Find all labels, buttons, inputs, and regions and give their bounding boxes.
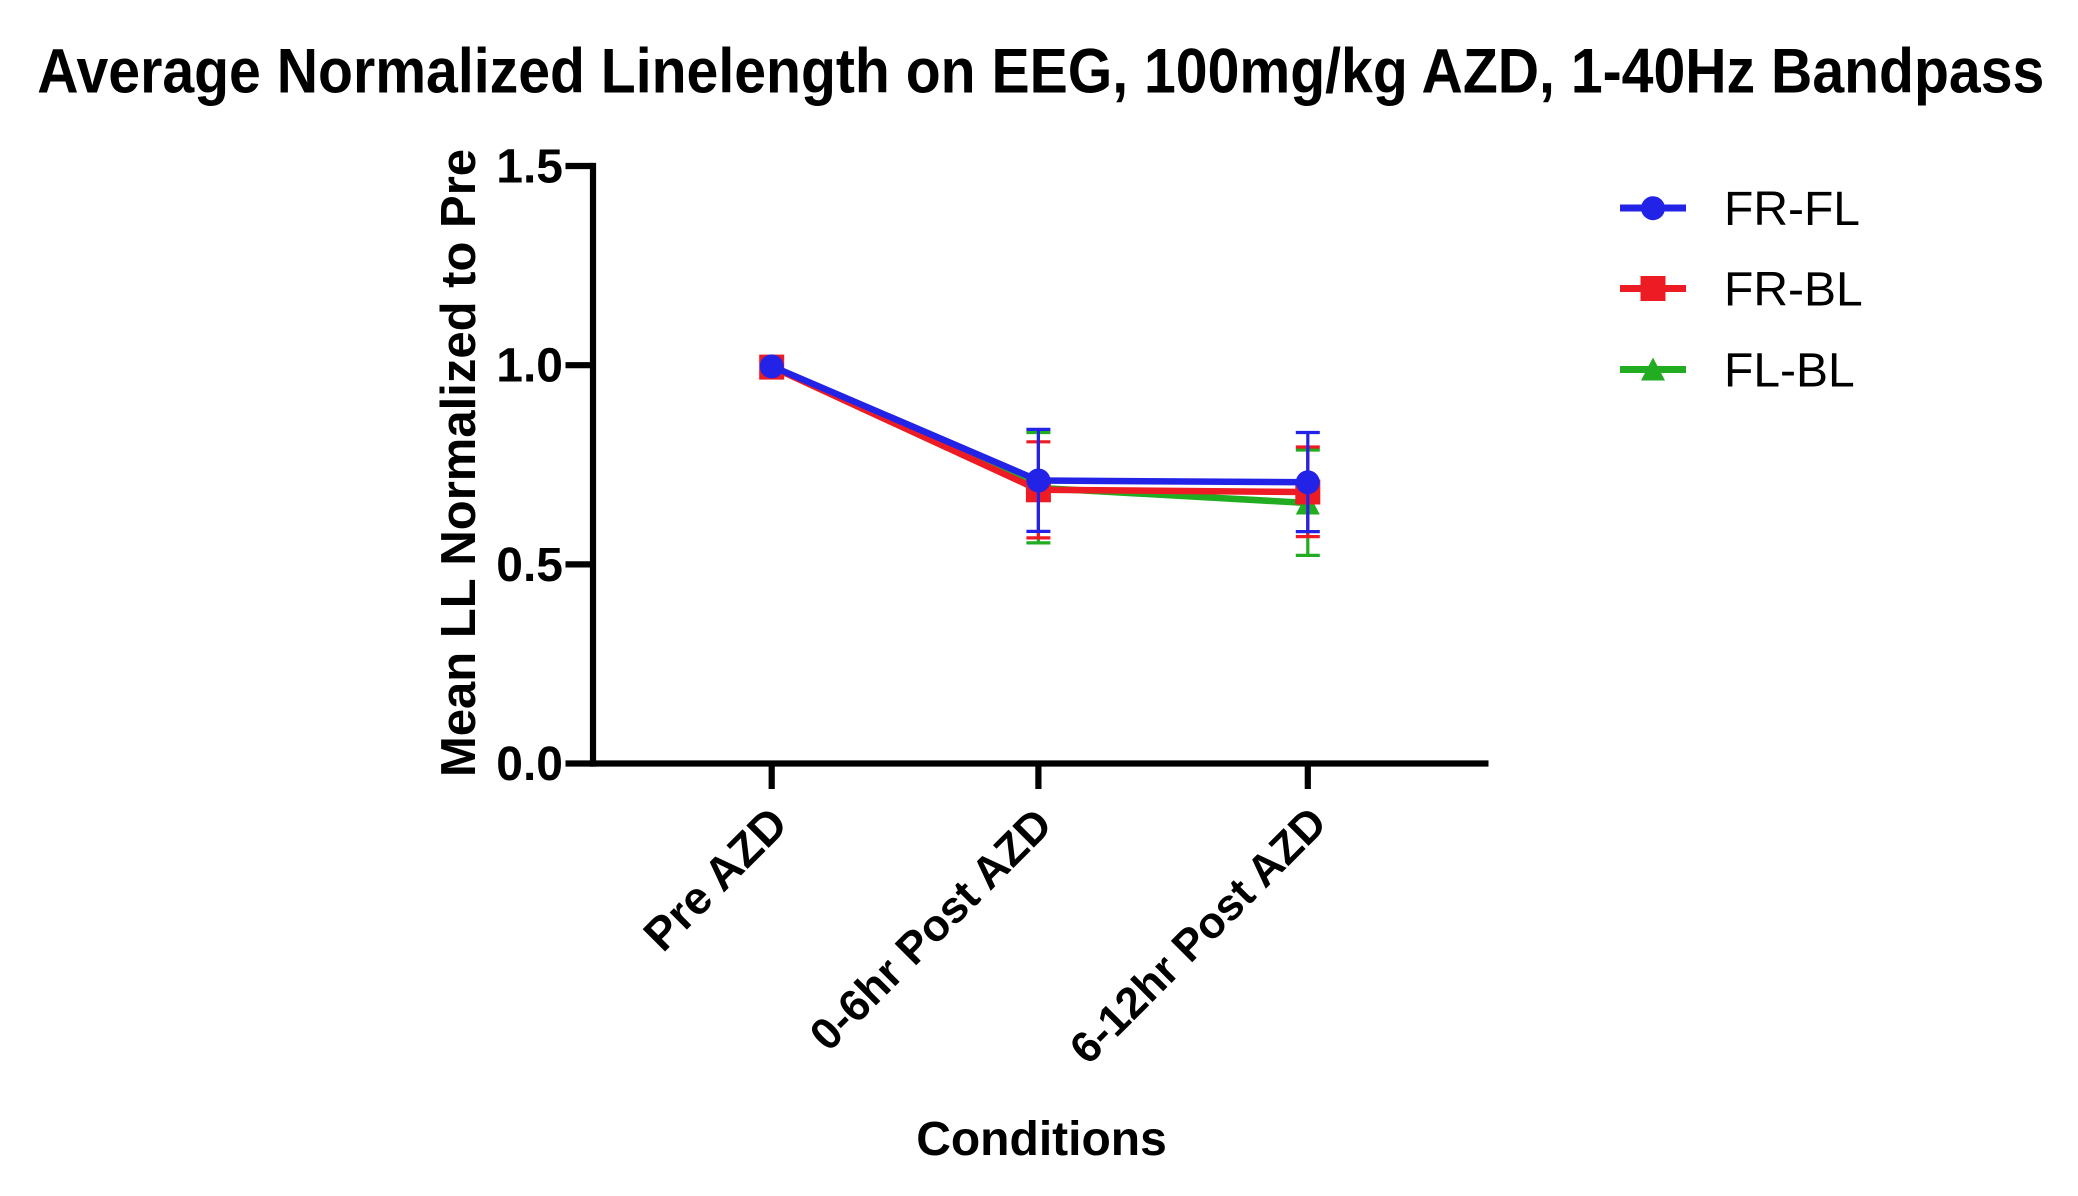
svg-text:FR-BL: FR-BL: [1724, 264, 1863, 317]
svg-text:0.5: 0.5: [496, 539, 563, 592]
svg-text:Average Normalized Linelength: Average Normalized Linelength on EEG, 10…: [37, 37, 2044, 107]
svg-text:FR-FL: FR-FL: [1724, 183, 1860, 236]
svg-text:Conditions: Conditions: [916, 1113, 1167, 1166]
svg-text:1.0: 1.0: [496, 340, 563, 393]
svg-text:FL-BL: FL-BL: [1724, 345, 1855, 398]
svg-text:1.5: 1.5: [496, 141, 563, 194]
svg-text:Mean LL Normalized to Pre: Mean LL Normalized to Pre: [432, 149, 486, 777]
svg-text:0.0: 0.0: [496, 738, 563, 791]
